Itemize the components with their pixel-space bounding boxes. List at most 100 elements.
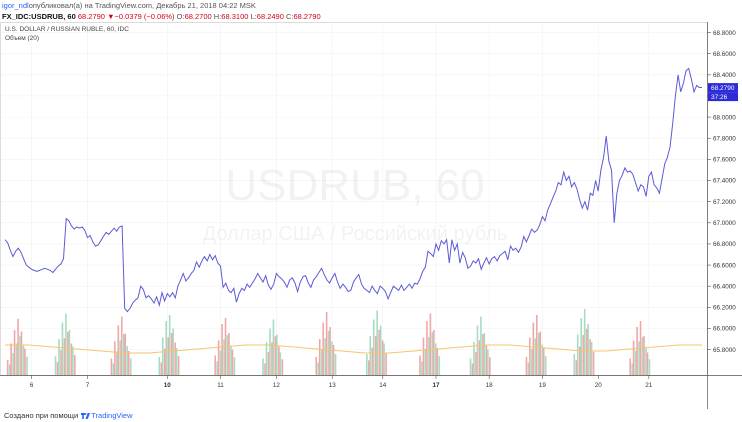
- volume-bar: [385, 352, 387, 375]
- y-tick-label: 67.8000: [713, 135, 736, 142]
- volume-bar: [214, 355, 216, 375]
- volume-ma-line: [5, 344, 702, 354]
- volume-bar: [170, 333, 173, 375]
- volume-bar: [383, 343, 385, 375]
- volume-bar: [233, 357, 236, 375]
- volume-bar: [158, 357, 161, 375]
- volume-bar: [369, 336, 372, 375]
- price-axis[interactable]: 65.8000 66.0000 66.2000 66.4000 66.6000 66.80…: [707, 30, 736, 354]
- volume-bar: [262, 358, 264, 375]
- volume-bar: [583, 309, 586, 375]
- volume-bar: [8, 364, 11, 375]
- volume-bar: [112, 363, 115, 375]
- volume-bar: [578, 346, 581, 375]
- price-chart[interactable]: USDRUB, 60 Доллар США / Российский рубль…: [0, 22, 742, 409]
- low-label: L:: [250, 12, 257, 21]
- volume-bar: [539, 331, 542, 375]
- y-tick-label: 66.4000: [713, 283, 736, 290]
- volume-bar: [61, 322, 64, 375]
- volume-bar: [10, 343, 12, 375]
- volume-bar: [67, 331, 69, 375]
- x-tick-label: 10: [164, 382, 172, 389]
- volume-bar: [174, 342, 176, 375]
- x-tick-label: 19: [539, 382, 547, 389]
- volume-bar: [219, 350, 222, 375]
- volume-bar: [172, 328, 174, 375]
- volume-bar: [537, 333, 540, 375]
- publisher-link[interactable]: igor_ndl: [2, 1, 29, 10]
- x-tick-label: 21: [645, 382, 653, 389]
- volume-bar: [265, 342, 268, 375]
- volume-bar: [269, 328, 271, 375]
- volume-bar: [648, 359, 651, 375]
- close-label: C:: [286, 12, 294, 21]
- x-tick-label: 14: [379, 382, 387, 389]
- volume-bar: [163, 348, 166, 375]
- volume-bar: [126, 346, 129, 375]
- volume-bar: [529, 337, 531, 375]
- volume-bar: [325, 312, 328, 375]
- high-label: H:: [213, 12, 222, 21]
- volume-bar: [116, 351, 118, 375]
- volume-bar: [632, 340, 635, 375]
- volume-bar: [478, 340, 481, 375]
- y-tick-label: 67.6000: [713, 157, 736, 164]
- volume-bar: [582, 335, 585, 375]
- volume-bar: [317, 362, 320, 375]
- volume-bar: [15, 343, 18, 375]
- volume-bar: [332, 345, 335, 375]
- volume-bar: [542, 348, 545, 375]
- volume-bar: [531, 348, 533, 375]
- y-tick-label: 68.6000: [713, 51, 736, 58]
- volume-bar: [587, 324, 589, 375]
- volume-bar: [177, 356, 180, 375]
- created-with-text: Создано при помощи: [4, 411, 79, 420]
- last-price-box: [708, 83, 738, 93]
- volume-bar: [429, 313, 432, 375]
- volume-bar: [376, 310, 378, 375]
- down-arrow-icon: ▼: [107, 12, 115, 21]
- volume-bars: [6, 309, 651, 375]
- volume-bar: [476, 325, 479, 375]
- volume-bar: [168, 315, 171, 375]
- volume-bar: [271, 342, 273, 375]
- volume-bar: [74, 355, 76, 375]
- volume-bar: [68, 330, 71, 375]
- volume-bar: [471, 363, 474, 375]
- time-axis[interactable]: 6 7 10 11 12 13 14 17 18 19 20 21: [30, 375, 653, 389]
- price-line: [4, 67, 702, 313]
- volume-bar: [167, 337, 170, 375]
- tradingview-link[interactable]: TradingView: [91, 411, 133, 420]
- volume-bar: [54, 356, 57, 375]
- volume-bar: [431, 331, 434, 375]
- symbol-name: FX_IDC:USDRUB, 60: [2, 12, 76, 21]
- volume-bar: [120, 316, 123, 375]
- x-tick-label: 17: [432, 382, 440, 389]
- volume-bar: [274, 336, 277, 375]
- volume-bar: [117, 325, 120, 375]
- volume-bar: [230, 345, 232, 375]
- volume-bar: [13, 330, 16, 375]
- volume-bar: [645, 347, 647, 375]
- volume-bar: [379, 325, 382, 375]
- volume-bar: [576, 334, 579, 375]
- y-tick-label: 67.2000: [713, 199, 736, 206]
- x-tick-label: 18: [486, 382, 494, 389]
- volume-bar: [475, 351, 477, 375]
- volume-bar: [119, 340, 122, 375]
- volume-bar: [327, 330, 330, 375]
- volume-bar: [165, 321, 168, 375]
- volume-bar: [279, 352, 282, 375]
- volume-bar: [12, 352, 14, 375]
- volume-bar: [482, 334, 484, 375]
- volume-bar: [428, 337, 430, 375]
- volume-bar: [110, 358, 113, 375]
- volume-bar: [122, 334, 125, 375]
- volume-bar: [228, 333, 230, 375]
- volume-legend: Объем (20): [5, 34, 39, 42]
- x-tick-label: 7: [86, 382, 90, 389]
- volume-bar: [631, 363, 633, 375]
- volume-bar: [221, 324, 223, 375]
- close-value: 68.2790: [293, 12, 321, 21]
- y-tick-label: 66.0000: [713, 326, 736, 333]
